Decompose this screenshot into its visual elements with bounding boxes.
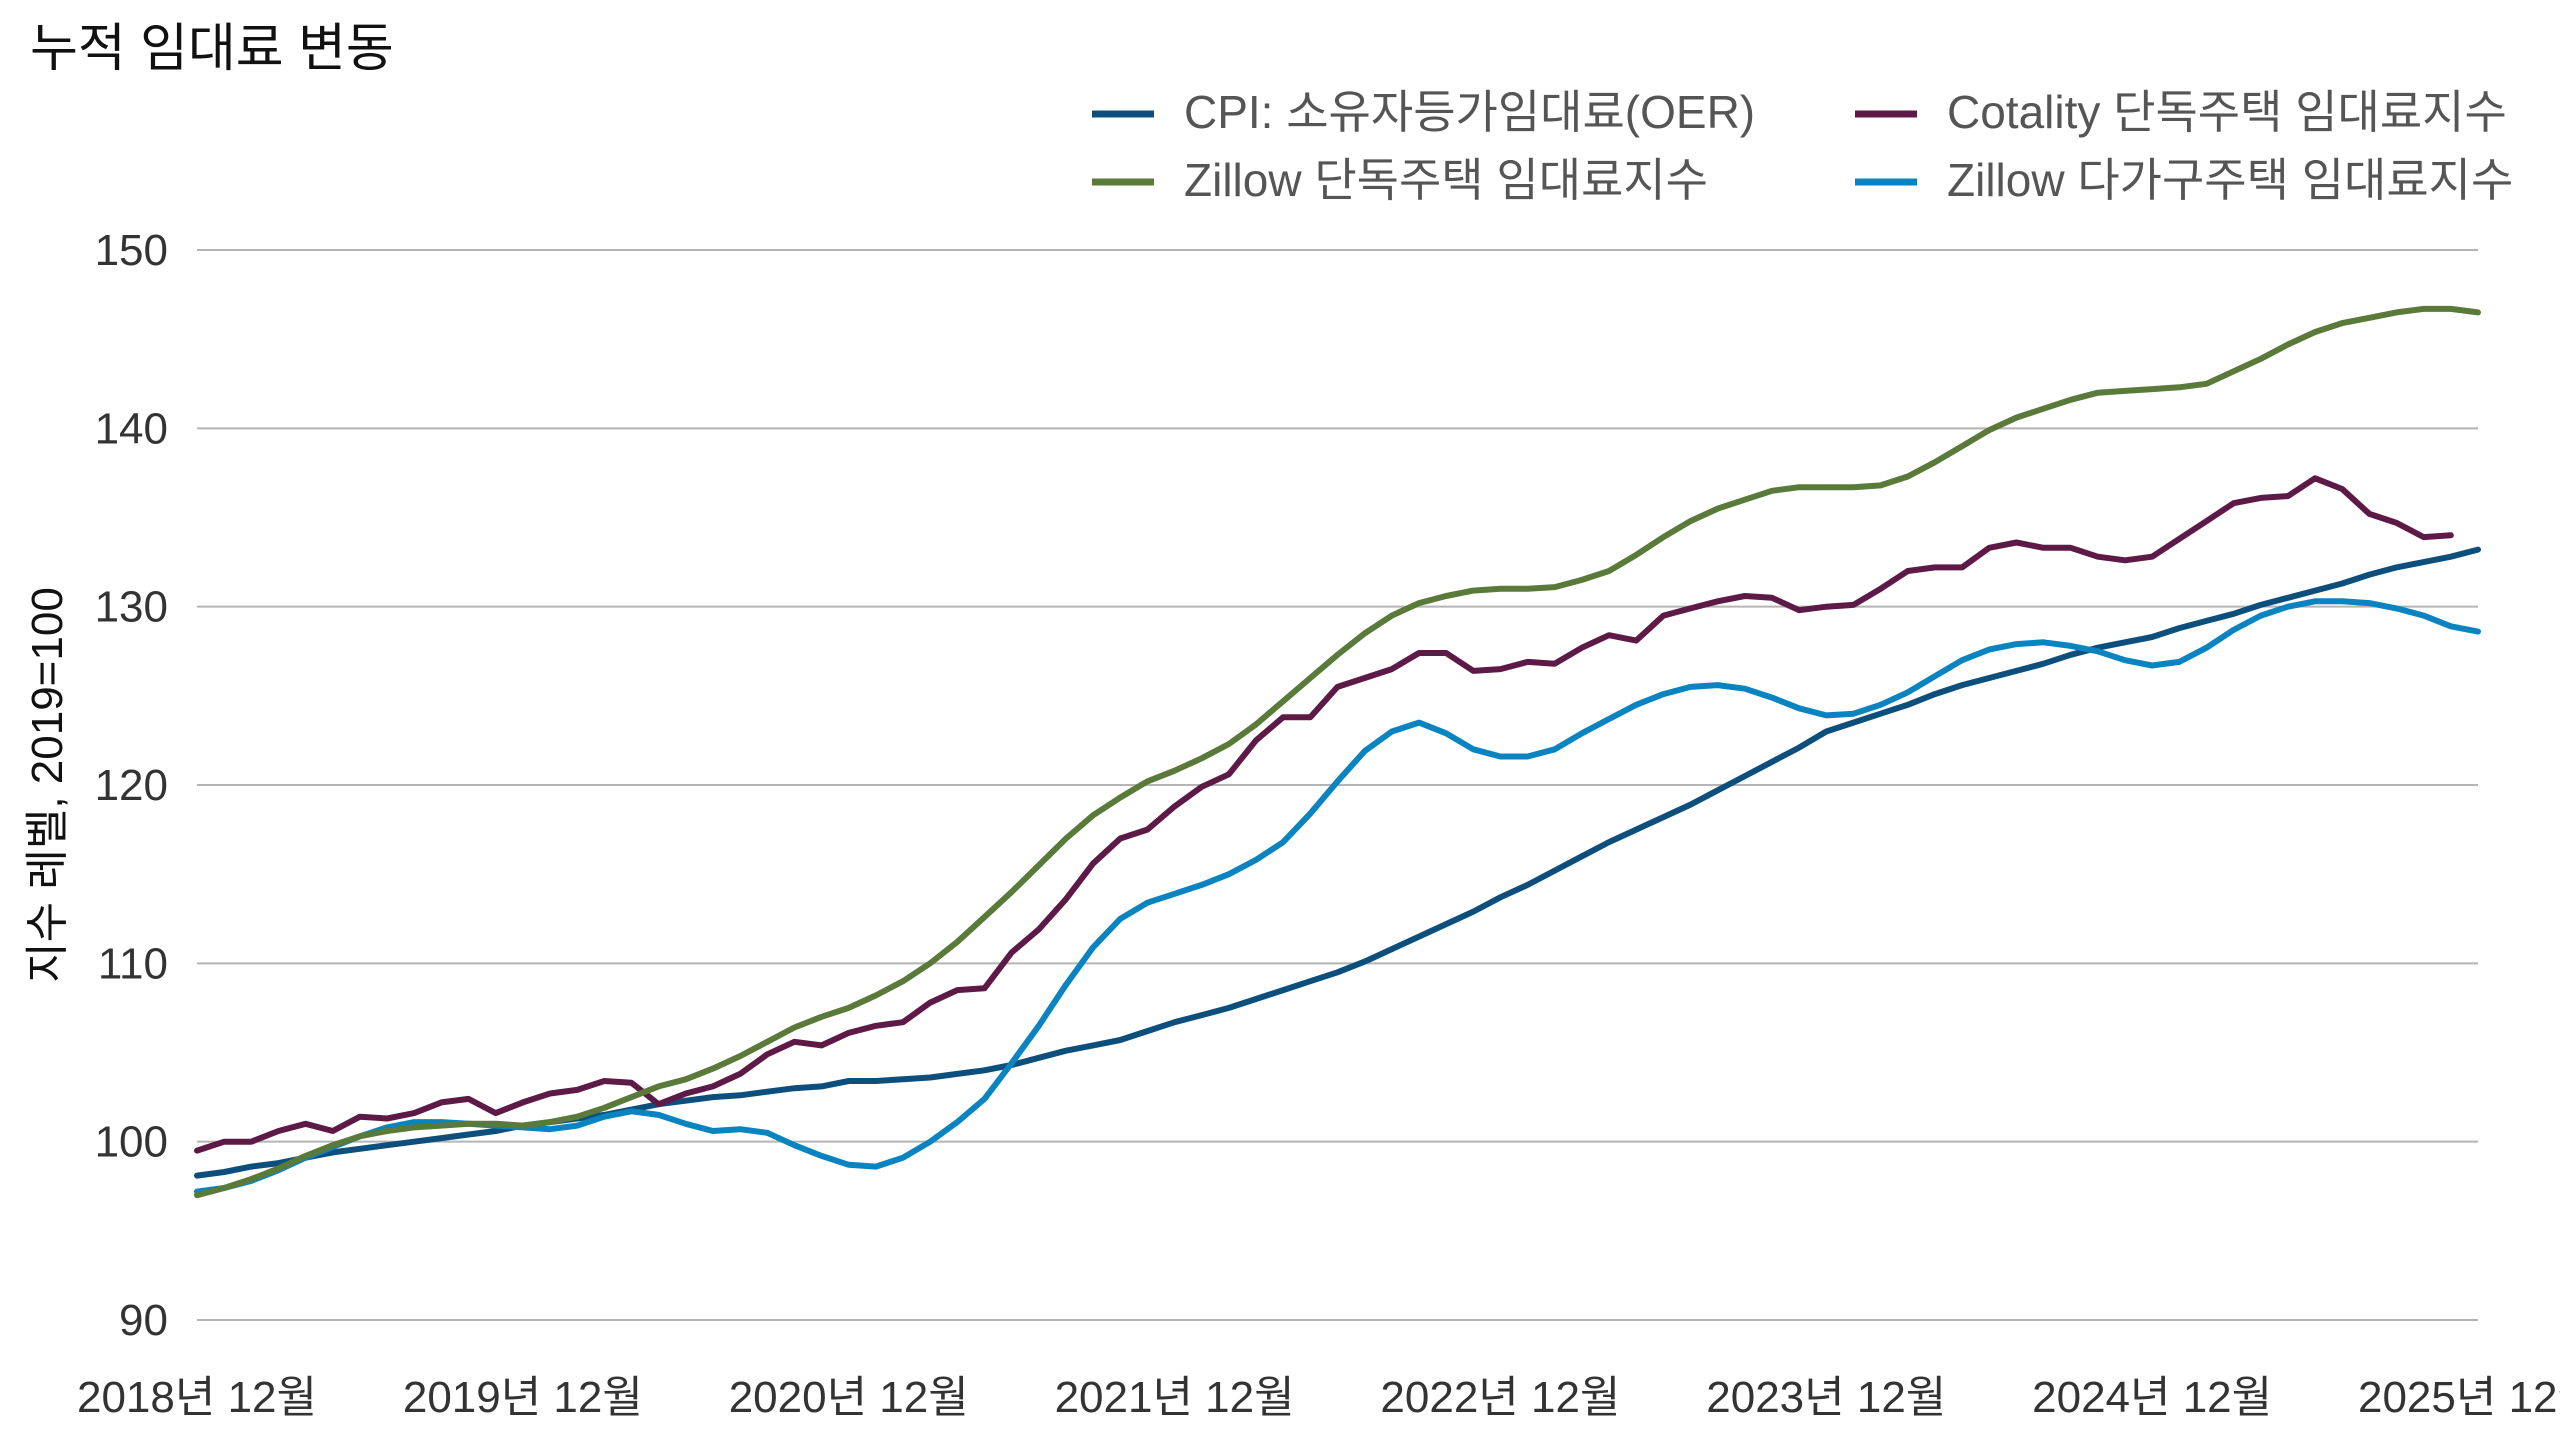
series-line-1 [194,475,2454,1154]
series-line-2 [194,305,2481,1199]
y-tick-label: 110 [98,939,168,988]
series-line-0 [194,546,2481,1179]
legend-label: Zillow 다가구주택 임대료지수 [1947,154,2513,206]
legend-label: Zillow 단독주택 임대료지수 [1184,154,1708,206]
series-line-3 [194,598,2481,1195]
chart-title: 누적 임대료 변동 [30,20,394,78]
legend-label: Cotality 단독주택 임대료지수 [1947,86,2507,138]
x-tick-label: 2019년 12월 [403,1373,643,1422]
gridlines [197,249,2478,1321]
y-tick-label: 140 [95,404,168,453]
y-tick-label: 100 [95,1118,168,1167]
y-tick-label: 90 [119,1296,168,1345]
x-tick-label: 2022년 12월 [1380,1373,1620,1422]
x-tick-label: 2018년 12월 [77,1373,317,1422]
x-tick-label: 2025년 12월 [2358,1373,2560,1422]
y-tick-label: 130 [95,583,168,632]
x-tick-label: 2020년 12월 [729,1373,969,1422]
series-lines [194,305,2481,1199]
legend: CPI: 소유자등가임대료(OER) Cotality 단독주택 임대료지수 Zil… [1092,86,2513,206]
y-tick-label: 120 [95,761,168,810]
x-tick-label: 2021년 12월 [1055,1373,1295,1422]
legend-label: CPI: 소유자등가임대료(OER) [1184,86,1755,138]
x-tick-label: 2023년 12월 [1706,1373,1946,1422]
y-axis-ticks: 90 100 110 120 130 140 150 [95,226,168,1345]
x-axis-ticks: 2018년 12월 2019년 12월 2020년 12월 2021년 12월 2022… [77,1373,2560,1422]
y-axis-label: 지수 레벨, 2019=100 [23,587,72,983]
y-tick-label: 150 [95,226,168,275]
x-tick-label: 2024년 12월 [2032,1373,2272,1422]
